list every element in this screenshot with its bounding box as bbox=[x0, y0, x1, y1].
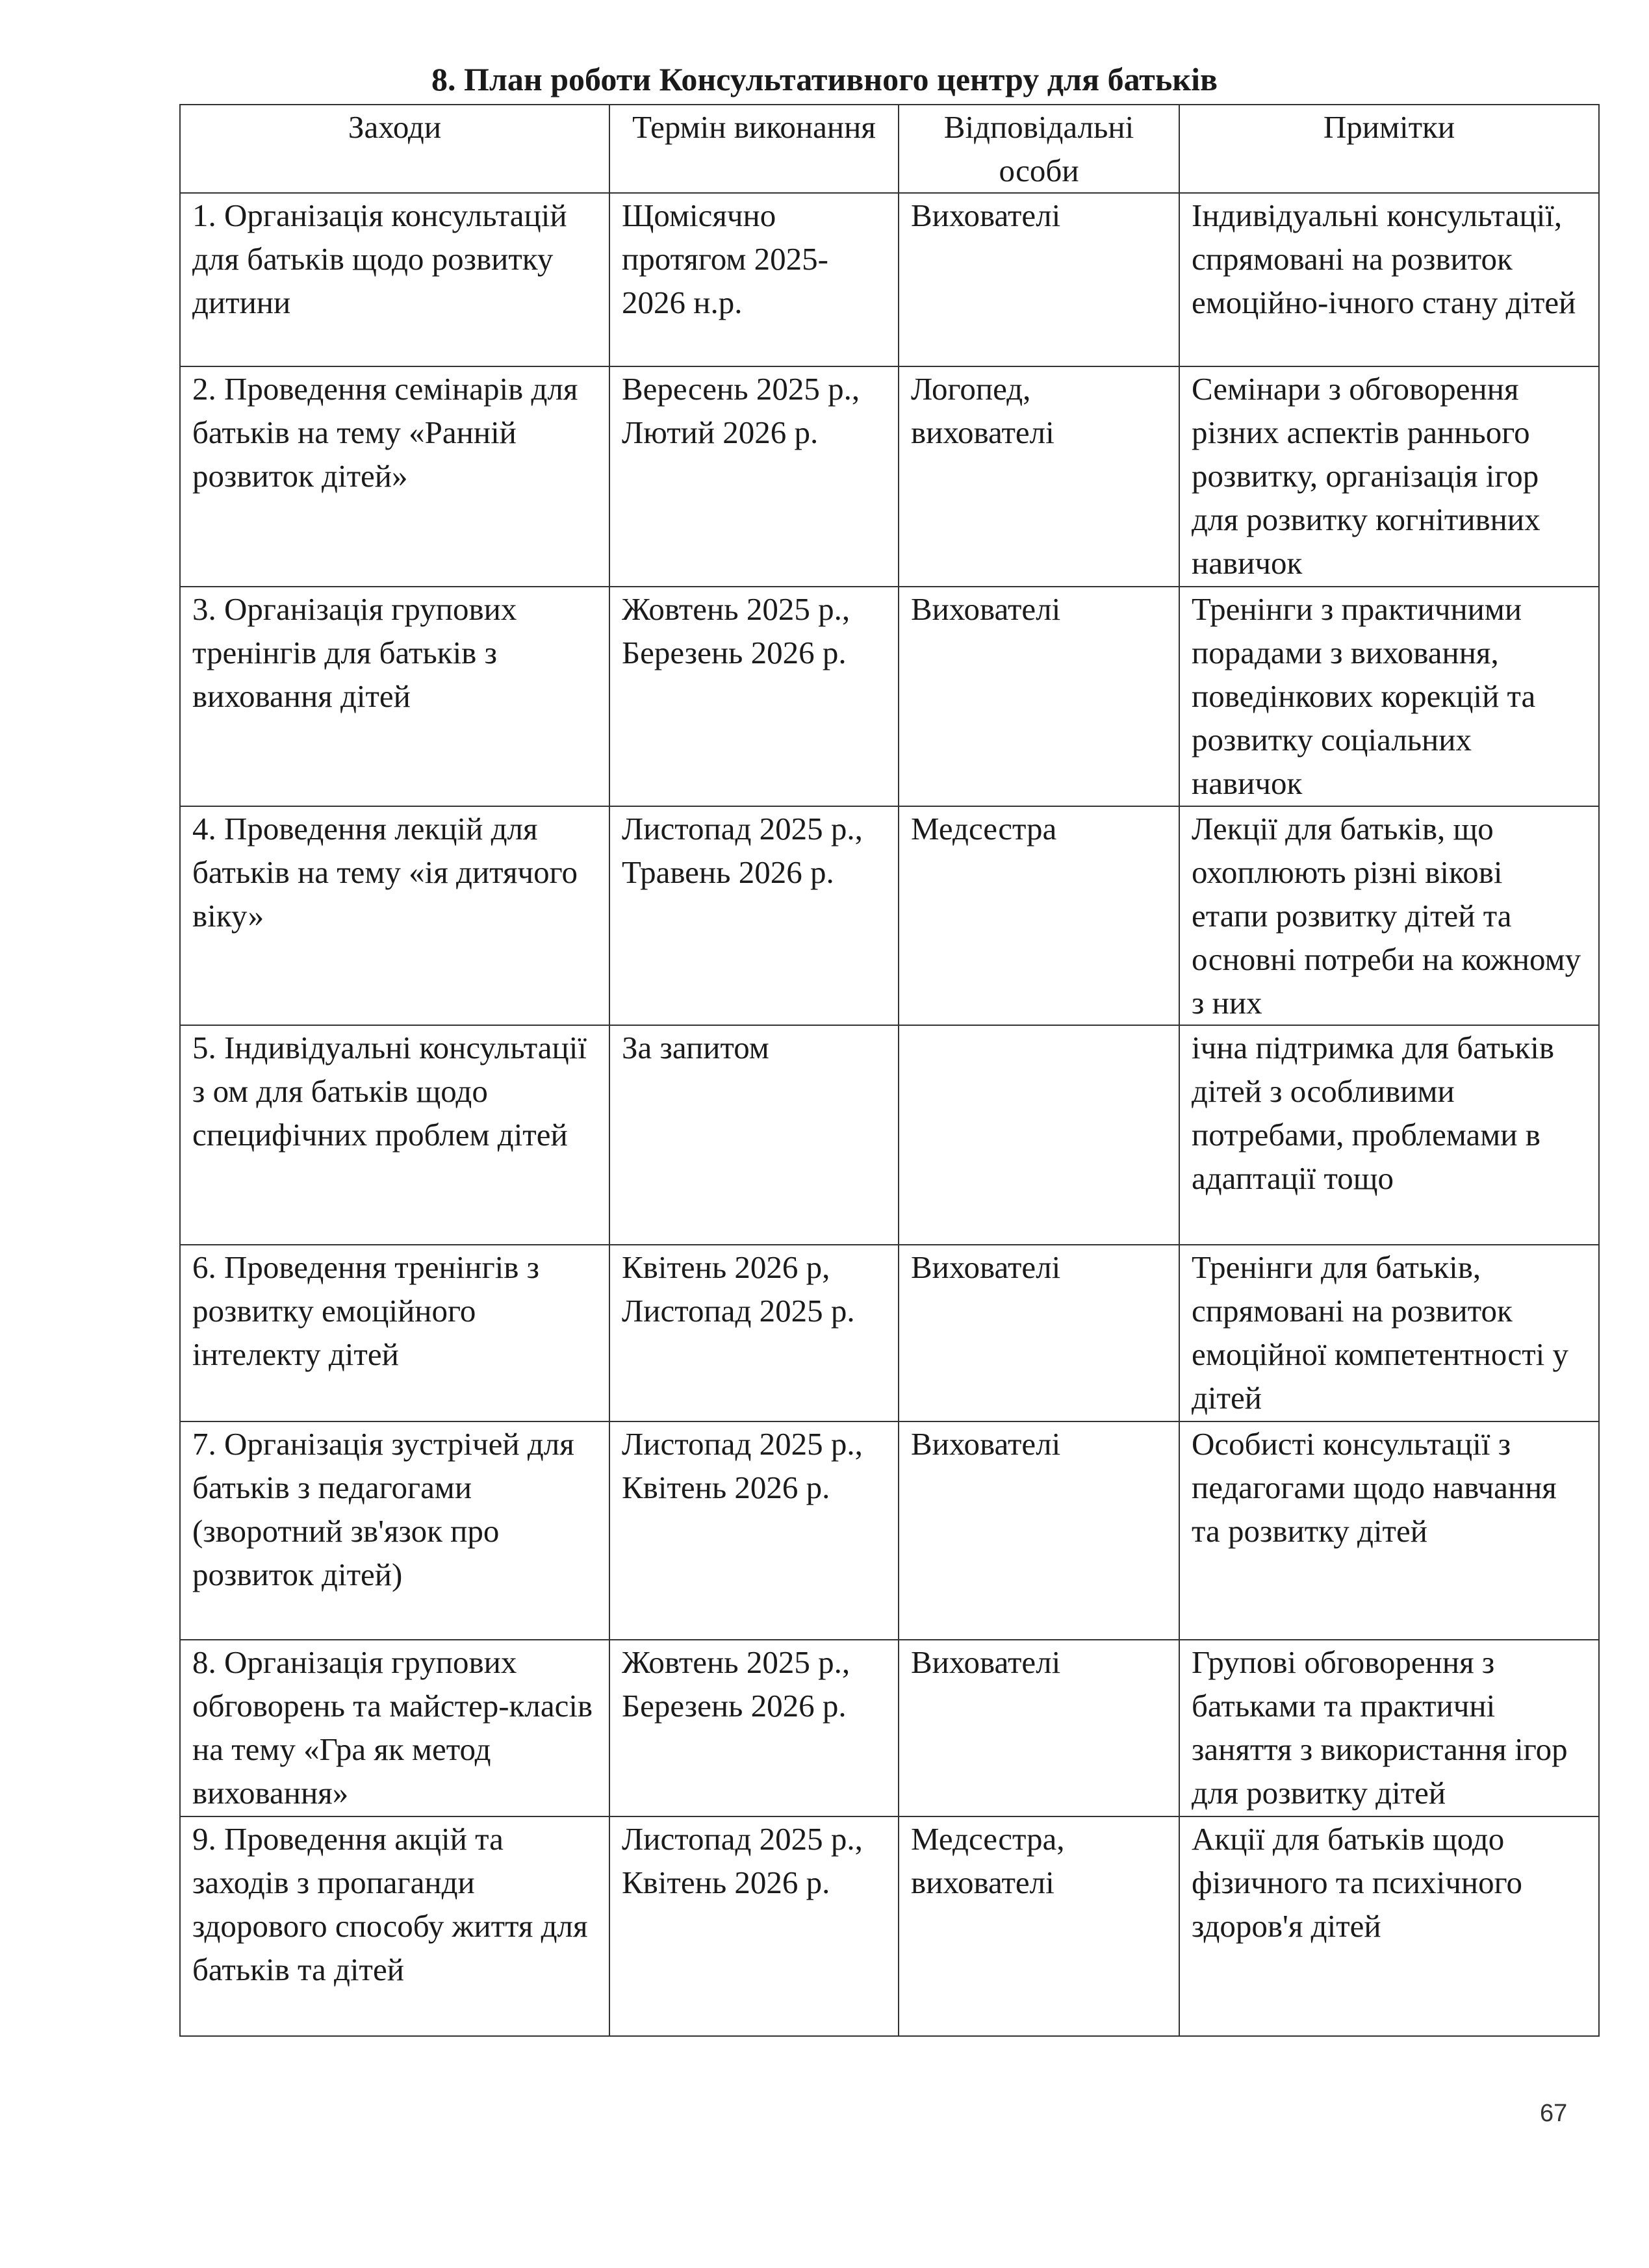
cell-activity: 8. Організація групових обговорень та ма… bbox=[179, 1639, 610, 1817]
cell-activity: 2. Проведення семінарів для батьків на т… bbox=[179, 366, 610, 587]
table-row: 2. Проведення семінарів для батьків на т… bbox=[179, 366, 1600, 587]
cell-responsible: Вихователі bbox=[898, 1639, 1180, 1817]
cell-deadline: Жовтень 2025 р., Березень 2026 р. bbox=[609, 586, 899, 807]
cell-deadline: Жовтень 2025 р., Березень 2026 р. bbox=[609, 1639, 899, 1817]
cell-deadline: Щомісячно протягом 2025-2026 н.р. bbox=[609, 192, 899, 367]
cell-deadline: За запитом bbox=[609, 1025, 899, 1245]
cell-responsible: Медсестра bbox=[898, 806, 1180, 1026]
cell-deadline: Вересень 2025 р., Лютий 2026 р. bbox=[609, 366, 899, 587]
table-row: 7. Організація зустрічей для батьків з п… bbox=[179, 1421, 1600, 1640]
table-row: 3. Організація групових тренінгів для ба… bbox=[179, 586, 1600, 807]
document-title: 8. План роботи Консультативного центру д… bbox=[431, 61, 1218, 97]
header-deadline: Термін виконання bbox=[609, 104, 899, 194]
cell-deadline: Листопад 2025 р., Квітень 2026 р. bbox=[609, 1816, 899, 2037]
cell-notes: ічна підтримка для батьків дітей з особл… bbox=[1179, 1025, 1600, 1245]
cell-notes: Особисті консультації з педагогами щодо … bbox=[1179, 1421, 1600, 1640]
cell-notes: Групові обговорення з батьками та практи… bbox=[1179, 1639, 1600, 1817]
cell-deadline: Листопад 2025 р., Квітень 2026 р. bbox=[609, 1421, 899, 1640]
header-responsible: Відповідальні особи bbox=[898, 104, 1180, 194]
cell-notes: Тренінги з практичними порадами з вихова… bbox=[1179, 586, 1600, 807]
cell-responsible bbox=[898, 1025, 1180, 1245]
cell-notes: Акції для батьків щодо фізичного та псих… bbox=[1179, 1816, 1600, 2037]
cell-notes: Індивідуальні консультації, спрямовані н… bbox=[1179, 192, 1600, 367]
table-header-row: Заходи Термін виконання Відповідальні ос… bbox=[179, 104, 1600, 194]
cell-responsible: Медсестра, вихователі bbox=[898, 1816, 1180, 2037]
table-row: 4. Проведення лекцій для батьків на тему… bbox=[179, 806, 1600, 1026]
page-number: 67 bbox=[1540, 2100, 1568, 2127]
cell-activity: 7. Організація зустрічей для батьків з п… bbox=[179, 1421, 610, 1640]
cell-activity: 1. Організація консультацій для батьків … bbox=[179, 192, 610, 367]
cell-notes: Лекції для батьків, що охоплюють різні в… bbox=[1179, 806, 1600, 1026]
cell-activity: 5. Індивідуальні консультації з ом для б… bbox=[179, 1025, 610, 1245]
cell-responsible: Вихователі bbox=[898, 1244, 1180, 1422]
table-row: 6. Проведення тренінгів з розвитку емоці… bbox=[179, 1244, 1600, 1422]
plan-table: Заходи Термін виконання Відповідальні ос… bbox=[179, 104, 1600, 2037]
table-row: 5. Індивідуальні консультації з ом для б… bbox=[179, 1025, 1600, 1245]
table-row: 1. Організація консультацій для батьків … bbox=[179, 192, 1600, 367]
cell-activity: 3. Організація групових тренінгів для ба… bbox=[179, 586, 610, 807]
cell-responsible: Логопед, вихователі bbox=[898, 366, 1180, 587]
cell-responsible: Вихователі bbox=[898, 192, 1180, 367]
cell-activity: 6. Проведення тренінгів з розвитку емоці… bbox=[179, 1244, 610, 1422]
cell-notes: Тренінги для батьків, спрямовані на розв… bbox=[1179, 1244, 1600, 1422]
header-activities: Заходи bbox=[179, 104, 610, 194]
cell-deadline: Листопад 2025 р., Травень 2026 р. bbox=[609, 806, 899, 1026]
cell-responsible: Вихователі bbox=[898, 586, 1180, 807]
cell-responsible: Вихователі bbox=[898, 1421, 1180, 1640]
header-notes: Примітки bbox=[1179, 104, 1600, 194]
table-row: 9. Проведення акцій та заходів з пропага… bbox=[179, 1816, 1600, 2037]
cell-notes: Семінари з обговорення різних аспектів р… bbox=[1179, 366, 1600, 587]
cell-activity: 9. Проведення акцій та заходів з пропага… bbox=[179, 1816, 610, 2037]
table-row: 8. Організація групових обговорень та ма… bbox=[179, 1639, 1600, 1817]
cell-deadline: Квітень 2026 р, Листопад 2025 р. bbox=[609, 1244, 899, 1422]
cell-activity: 4. Проведення лекцій для батьків на тему… bbox=[179, 806, 610, 1026]
